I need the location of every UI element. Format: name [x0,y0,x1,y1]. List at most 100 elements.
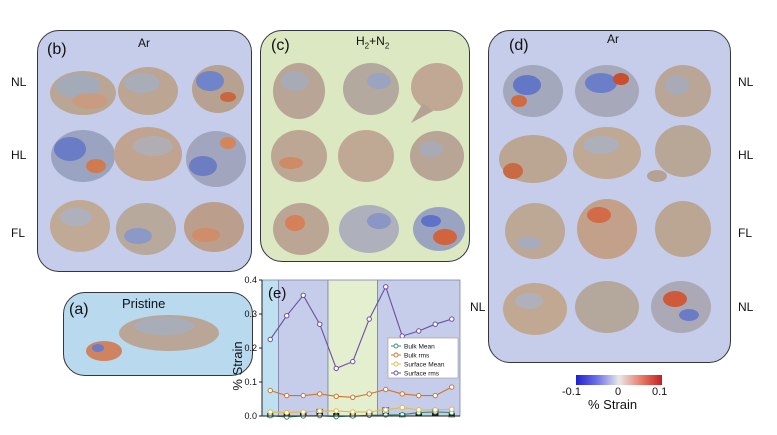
row-label-e-nl: NL [470,300,486,314]
particle-b-hl-2 [114,127,182,181]
panel-c-title-sub2: 2 [384,41,390,51]
chart-series-line-3 [269,285,452,370]
particle-c-fl-3 [413,207,465,251]
chart-legend-marker [393,343,399,349]
chart-legend-label: Bulk Mean [404,344,435,351]
panel-a-title: Pristine [122,296,166,311]
chart-series-line-2 [270,406,452,414]
particle-d-2-1 [499,135,567,183]
chart-point [350,409,356,415]
chart-point [267,387,273,394]
particle-c-fl-2 [339,205,399,253]
chart-point [399,333,405,339]
chart-point [366,316,372,322]
chart-legend-box [387,337,459,379]
chart-point [432,321,438,327]
panel-c-title-sub1: 2 [364,41,370,51]
panel-c-title: H2+N2 [356,34,389,50]
chart-point [416,392,422,399]
chart-point [383,284,389,290]
chart-point [432,392,438,399]
chart-point [350,358,356,365]
particle-c-nl-2 [343,63,399,115]
particle-d-3-2 [577,199,637,259]
row-label-left-hl: HL [11,148,27,162]
chart-y-tick-label: 0.4 [244,276,257,285]
chart-point [416,407,422,413]
particle-c-hl-3 [410,131,464,181]
chart-point [383,412,389,418]
chart-legend-marker [393,361,399,367]
panel-e-tag: (e) [268,285,286,302]
particle-b-nl-2 [118,67,178,115]
panel-b-tag: (b) [47,41,67,58]
chart-point [399,404,405,411]
particle-c-hl-2 [338,130,394,182]
chart-point [333,365,339,372]
particle-c-fl-1 [273,203,329,255]
panel-c-tag: (c) [271,37,290,54]
colorbar-mid-label: 0 [615,386,622,398]
chart-ylabel: % Strain [230,341,245,390]
chart-point [317,408,323,414]
chart-legend-label: Surface rms [404,371,440,378]
panel-b: (b) Ar [37,30,252,272]
particle-d-4-3 [651,281,711,333]
panel-d-tag: (d) [509,37,529,54]
particle-c-hl-1 [271,130,327,182]
panel-a: (a) Pristine [63,292,253,376]
particle-d-2-2 [573,127,641,179]
chart-point [432,407,438,413]
chart-point [267,409,273,415]
particle-b-nl-1 [50,71,116,115]
chart-point [284,313,290,319]
panel-d: (d) Ar [488,30,731,363]
chart-point [383,386,389,393]
chart-point [284,414,290,420]
chart-point [333,393,339,399]
chart-point [449,406,455,412]
row-label-left-fl: FL [11,226,26,240]
particle-d-3-1 [505,203,565,259]
panel-c-title-mid: +N [369,34,385,48]
chart-point [300,292,306,298]
chart-point [267,336,273,343]
chart-legend-label: Surface Mean [404,362,445,369]
chart-legend-marker [393,352,399,358]
chart-point [317,321,323,327]
panel-b-particles [50,65,246,255]
chart-y-tick-label: 0.1 [244,377,257,387]
particle-c-nl-3 [411,63,463,123]
row-label-right-hl: HL [738,148,754,162]
chart-point [300,392,306,399]
particle-d-4-1 [503,283,567,335]
particle-b-fl-2 [116,203,176,255]
panel-c: (c) H2+N2 [260,30,470,262]
chart-point [416,328,422,334]
chart-y-tick-label: 0.3 [244,309,257,319]
chart-series-line-1 [270,386,453,398]
row-label-right-nl-2: NL [738,300,754,314]
row-label-left-nl: NL [11,75,27,89]
particle-b-fl-3 [184,202,244,252]
colorbar-max-label: 0.1 [652,386,668,398]
particle-d-3-3 [655,201,711,257]
panel-d-title: Ar [607,32,619,46]
chart-point [366,391,372,397]
panel-c-particles [271,63,465,255]
particle-d-2-3 [647,125,711,182]
chart-y-tick-label: 0.0 [244,411,257,421]
panel-d-particles [499,65,711,335]
chart-point [399,391,405,397]
particle-b-fl-1 [50,200,110,252]
particle-d-1-2 [575,65,639,117]
row-label-right-fl: FL [738,226,753,240]
chart-legend-label: Bulk rms [404,353,430,360]
chart-point [300,409,306,415]
chart-point [333,408,339,414]
row-label-right-nl: NL [738,75,754,89]
particle-c-nl-1 [273,63,325,119]
chart-point [284,409,290,416]
chart-point [383,407,389,413]
chart-point [284,392,290,399]
